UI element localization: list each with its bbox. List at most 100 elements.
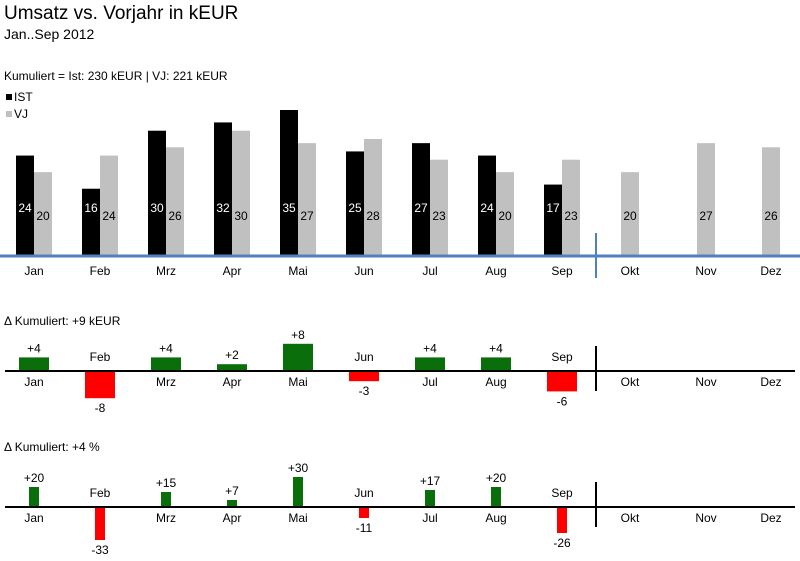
delta-pct-value-label-mrz: +15 xyxy=(156,476,177,490)
legend-vj-swatch xyxy=(6,111,12,117)
label-ist-mrz: 30 xyxy=(150,201,164,215)
delta-pct-value-label-aug: +20 xyxy=(486,471,507,485)
delta-abs-bar-jun xyxy=(349,371,379,382)
delta-abs-value-label-aug: +4 xyxy=(489,341,503,355)
delta-abs-x-tick-label-jan: Jan xyxy=(24,375,43,389)
bar-ist-mrz xyxy=(148,130,166,255)
delta-pct-bar-apr xyxy=(227,500,237,507)
label-vj-aug: 20 xyxy=(498,209,512,223)
x-tick-label-jul: Jul xyxy=(422,264,437,278)
bar-vj-sep xyxy=(562,159,580,255)
bar-ist-jun xyxy=(346,151,364,255)
label-vj-mrz: 26 xyxy=(168,209,182,223)
x-tick-label-okt: Okt xyxy=(621,264,640,278)
label-vj-okt: 20 xyxy=(623,209,637,223)
label-vj-sep: 23 xyxy=(564,209,578,223)
x-tick-label-sep: Sep xyxy=(551,264,573,278)
bar-vj-feb xyxy=(100,155,118,255)
x-tick-label-jun: Jun xyxy=(354,264,373,278)
delta-pct-x-tick-label-jul: Jul xyxy=(422,511,437,525)
delta-pct-bar-jun xyxy=(359,507,369,518)
x-tick-label-nov: Nov xyxy=(695,264,716,278)
legend-ist-swatch xyxy=(6,94,12,100)
delta-abs-value-label-sep: -6 xyxy=(557,394,568,408)
x-tick-label-mai: Mai xyxy=(288,264,307,278)
cumulative-summary: Kumuliert = Ist: 230 kEUR | VJ: 221 kEUR xyxy=(4,69,228,83)
delta-pct-bar-mrz xyxy=(161,492,171,507)
bar-ist-jul xyxy=(412,143,430,255)
bar-ist-mai xyxy=(280,110,298,255)
delta-pct-bar-jan xyxy=(29,487,39,507)
delta-abs-value-label-jan: +4 xyxy=(27,341,41,355)
delta-abs-x-tick-label-aug: Aug xyxy=(485,375,506,389)
label-vj-mai: 27 xyxy=(300,209,314,223)
delta-abs-bar-sep xyxy=(547,371,577,392)
label-ist-feb: 16 xyxy=(84,201,98,215)
label-ist-apr: 32 xyxy=(216,201,230,215)
delta-abs-x-tick-label-mai: Mai xyxy=(288,375,307,389)
delta-pct-bar-feb xyxy=(95,507,105,540)
delta-pct-x-tick-label-feb: Feb xyxy=(90,486,111,500)
bar-vj-jun xyxy=(364,139,382,255)
delta-abs-x-tick-label-apr: Apr xyxy=(223,375,242,389)
delta-abs-bar-jul xyxy=(415,357,445,371)
bar-vj-nov xyxy=(697,143,715,255)
x-tick-label-dez: Dez xyxy=(760,264,781,278)
bar-vj-jul xyxy=(430,159,448,255)
x-tick-label-feb: Feb xyxy=(90,264,111,278)
label-ist-aug: 24 xyxy=(480,201,494,215)
bar-vj-mrz xyxy=(166,147,184,255)
delta-pct-x-tick-label-mai: Mai xyxy=(288,511,307,525)
delta-pct-value-label-jun: -11 xyxy=(356,521,373,535)
x-tick-label-aug: Aug xyxy=(485,264,506,278)
delta-pct-x-tick-label-sep: Sep xyxy=(551,486,573,500)
label-ist-mai: 35 xyxy=(282,201,296,215)
delta-abs-bar-aug xyxy=(481,357,511,371)
chart-title: Umsatz vs. Vorjahr in kEUR xyxy=(4,3,239,24)
bar-ist-sep xyxy=(544,184,562,255)
label-vj-jan: 20 xyxy=(36,209,50,223)
delta-abs-value-label-jun: -3 xyxy=(359,384,370,398)
delta-pct-value-label-feb: -33 xyxy=(91,543,109,557)
delta-abs-bar-jan xyxy=(19,357,49,371)
legend-vj-label: VJ xyxy=(14,107,29,121)
bar-vj-dez xyxy=(762,147,780,255)
delta-pct-x-tick-label-nov: Nov xyxy=(695,511,716,525)
legend-ist: IST xyxy=(6,90,33,104)
legend-ist-label: IST xyxy=(14,90,33,104)
delta-abs-value-label-mai: +8 xyxy=(291,328,305,342)
delta-abs-x-tick-label-mrz: Mrz xyxy=(156,375,176,389)
label-ist-jun: 25 xyxy=(348,201,362,215)
delta-abs-value-label-jul: +4 xyxy=(423,341,437,355)
x-tick-label-mrz: Mrz xyxy=(156,264,176,278)
delta-pct-value-label-sep: -26 xyxy=(553,536,571,550)
bar-ist-apr xyxy=(214,122,232,255)
delta-pct-x-tick-label-mrz: Mrz xyxy=(156,511,176,525)
label-ist-sep: 17 xyxy=(546,201,560,215)
label-vj-jul: 23 xyxy=(432,209,446,223)
bar-vj-jan xyxy=(34,172,52,255)
bar-vj-okt xyxy=(621,172,639,255)
delta-abs-x-tick-label-dez: Dez xyxy=(760,375,781,389)
bar-vj-apr xyxy=(232,130,250,255)
delta-pct-bar-jul xyxy=(425,490,435,507)
label-vj-apr: 30 xyxy=(234,209,248,223)
bar-ist-aug xyxy=(478,155,496,255)
delta-pct-bar-aug xyxy=(491,487,501,507)
label-ist-jul: 27 xyxy=(414,201,428,215)
delta-abs-bar-mai xyxy=(283,343,313,371)
delta-pct-x-tick-label-jan: Jan xyxy=(24,511,43,525)
delta-abs-x-tick-label-nov: Nov xyxy=(695,375,716,389)
delta-abs-label: Δ Kumuliert: +9 kEUR xyxy=(4,314,121,328)
delta-abs-x-tick-label-jul: Jul xyxy=(422,375,437,389)
label-vj-dez: 26 xyxy=(764,209,778,223)
delta-abs-value-label-feb: -8 xyxy=(95,401,106,415)
legend-vj: VJ xyxy=(6,107,28,121)
delta-abs-x-tick-label-okt: Okt xyxy=(621,375,640,389)
delta-abs-bar-feb xyxy=(85,371,115,399)
delta-abs-x-tick-label-feb: Feb xyxy=(90,350,111,364)
delta-pct-x-tick-label-aug: Aug xyxy=(485,511,506,525)
delta-pct-bar-sep xyxy=(557,507,567,533)
delta-pct-label: Δ Kumuliert: +4 % xyxy=(4,440,100,454)
